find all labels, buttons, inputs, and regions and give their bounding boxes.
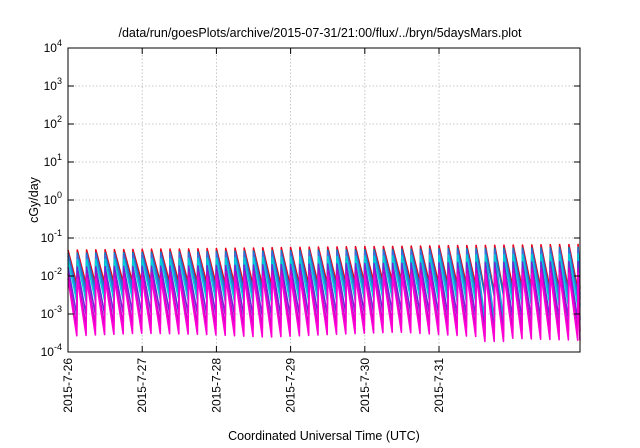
y-tick-label: 10-1 xyxy=(41,228,62,245)
y-tick-label: 101 xyxy=(44,152,62,169)
x-axis-label: Coordinated Universal Time (UTC) xyxy=(228,429,420,443)
x-axis: 2015-7-26 2015-7-27 2015-7-28 2015-7-29 2015… xyxy=(61,48,446,413)
y-tick-label: 103 xyxy=(44,76,62,93)
series-layer xyxy=(67,243,581,343)
y-tick-label: 100 xyxy=(44,190,62,207)
y-tick-label: 104 xyxy=(44,38,62,55)
y-tick-label: 10-4 xyxy=(41,342,62,359)
y-axis-label: cGy/day xyxy=(27,176,41,223)
y-tick-label: 102 xyxy=(44,114,62,131)
x-tick-label: 2015-7-30 xyxy=(358,358,372,413)
x-tick-label: 2015-7-26 xyxy=(61,358,75,413)
series-line-channel-7 xyxy=(67,272,581,343)
y-tick-label: 10-3 xyxy=(41,304,62,321)
x-tick-label: 2015-7-29 xyxy=(284,358,298,413)
x-tick-label: 2015-7-27 xyxy=(135,358,149,413)
x-tick-label: 2015-7-28 xyxy=(209,358,223,413)
y-axis: 10-4 10-3 10-2 10-1 100 101 102 103 104 xyxy=(41,38,580,359)
chart-title: /data/run/goesPlots/archive/2015-07-31/2… xyxy=(118,26,522,40)
y-tick-label: 10-2 xyxy=(41,266,62,283)
x-tick-label: 2015-7-31 xyxy=(432,358,446,413)
